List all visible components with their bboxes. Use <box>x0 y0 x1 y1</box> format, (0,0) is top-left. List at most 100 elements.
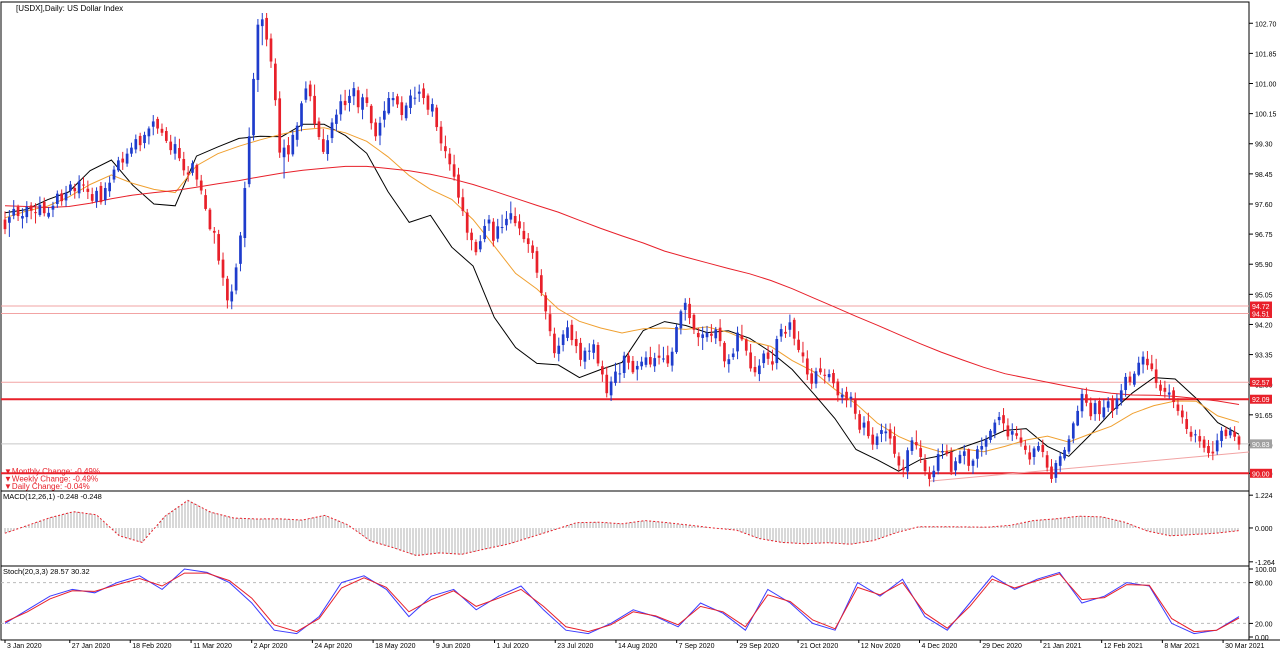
candle[interactable] <box>12 200 16 220</box>
candle[interactable] <box>980 437 984 457</box>
candle[interactable] <box>1207 439 1210 458</box>
candle[interactable] <box>492 218 495 247</box>
candle[interactable] <box>430 98 434 117</box>
candle[interactable] <box>90 187 94 204</box>
candle[interactable] <box>164 127 168 144</box>
candle[interactable] <box>836 378 840 402</box>
candle[interactable] <box>923 454 927 476</box>
candle[interactable] <box>1150 354 1154 372</box>
candle[interactable] <box>535 246 539 279</box>
candle[interactable] <box>731 348 735 360</box>
candle[interactable] <box>522 222 526 243</box>
candle[interactable] <box>587 343 591 360</box>
candle[interactable] <box>378 116 382 146</box>
candle[interactable] <box>348 89 351 112</box>
candle[interactable] <box>112 165 116 183</box>
candle[interactable] <box>605 366 609 398</box>
candle[interactable] <box>784 325 787 338</box>
candle[interactable] <box>461 188 465 217</box>
candle[interactable] <box>688 297 691 325</box>
candle[interactable] <box>797 331 800 353</box>
candle[interactable] <box>1019 428 1023 447</box>
candle[interactable] <box>1115 393 1119 415</box>
candle[interactable] <box>1085 387 1088 407</box>
candle[interactable] <box>989 428 992 443</box>
candle[interactable] <box>117 156 120 173</box>
candle[interactable] <box>47 207 50 219</box>
candle[interactable] <box>243 181 247 248</box>
candle[interactable] <box>1102 399 1106 420</box>
candle[interactable] <box>993 419 997 439</box>
candle[interactable] <box>566 320 569 342</box>
candle[interactable] <box>278 91 282 158</box>
candle[interactable] <box>1080 388 1084 418</box>
candle[interactable] <box>766 346 770 365</box>
candle[interactable] <box>413 86 417 105</box>
candle[interactable] <box>204 189 207 211</box>
candle[interactable] <box>448 147 452 171</box>
candle[interactable] <box>1106 397 1110 412</box>
candle[interactable] <box>422 83 425 105</box>
candle[interactable] <box>8 210 11 237</box>
candle[interactable] <box>38 196 42 217</box>
candle[interactable] <box>683 298 687 321</box>
candle[interactable] <box>339 94 343 121</box>
candle[interactable] <box>34 203 37 224</box>
candle[interactable] <box>500 214 504 234</box>
candle[interactable] <box>744 338 748 356</box>
candle[interactable] <box>579 337 582 367</box>
candle[interactable] <box>640 356 643 370</box>
candle[interactable] <box>906 447 909 479</box>
candle[interactable] <box>945 444 949 457</box>
candle[interactable] <box>470 228 473 251</box>
candle[interactable] <box>287 137 290 162</box>
candle[interactable] <box>173 136 177 160</box>
candle[interactable] <box>73 183 77 199</box>
candle[interactable] <box>199 174 203 195</box>
candle[interactable] <box>1237 435 1241 450</box>
candle[interactable] <box>1041 439 1045 458</box>
candle[interactable] <box>936 448 940 475</box>
candle[interactable] <box>1119 383 1123 406</box>
candle[interactable] <box>239 231 242 272</box>
candle[interactable] <box>941 443 944 459</box>
candle[interactable] <box>1133 371 1136 387</box>
candle[interactable] <box>483 219 486 243</box>
candle[interactable] <box>335 109 338 132</box>
candle[interactable] <box>976 445 979 468</box>
candle[interactable] <box>544 292 548 320</box>
candle[interactable] <box>1071 421 1075 444</box>
candle[interactable] <box>95 187 98 208</box>
candle[interactable] <box>805 350 809 381</box>
candle[interactable] <box>871 427 875 450</box>
candle[interactable] <box>387 92 391 115</box>
candle[interactable] <box>125 148 129 167</box>
candle[interactable] <box>1176 398 1180 416</box>
candle[interactable] <box>814 367 818 389</box>
candle[interactable] <box>64 185 68 207</box>
candle[interactable] <box>679 309 683 335</box>
candle[interactable] <box>840 388 844 404</box>
candle[interactable] <box>256 19 260 93</box>
candle[interactable] <box>352 82 356 106</box>
candle[interactable] <box>1141 351 1145 374</box>
candle[interactable] <box>169 134 173 155</box>
candle[interactable] <box>212 227 216 244</box>
candle[interactable] <box>810 368 814 390</box>
candle[interactable] <box>42 197 46 217</box>
candle[interactable] <box>1198 429 1202 448</box>
candle[interactable] <box>317 117 321 140</box>
candle[interactable] <box>862 416 866 436</box>
candle[interactable] <box>696 327 700 347</box>
candle[interactable] <box>195 163 199 187</box>
candle[interactable] <box>226 275 229 309</box>
candle[interactable] <box>269 33 273 68</box>
candle[interactable] <box>121 151 125 170</box>
candle[interactable] <box>984 435 988 455</box>
candle[interactable] <box>670 347 674 372</box>
candle[interactable] <box>147 126 151 145</box>
candle[interactable] <box>539 269 543 297</box>
candle[interactable] <box>627 352 630 370</box>
candle[interactable] <box>134 134 138 154</box>
